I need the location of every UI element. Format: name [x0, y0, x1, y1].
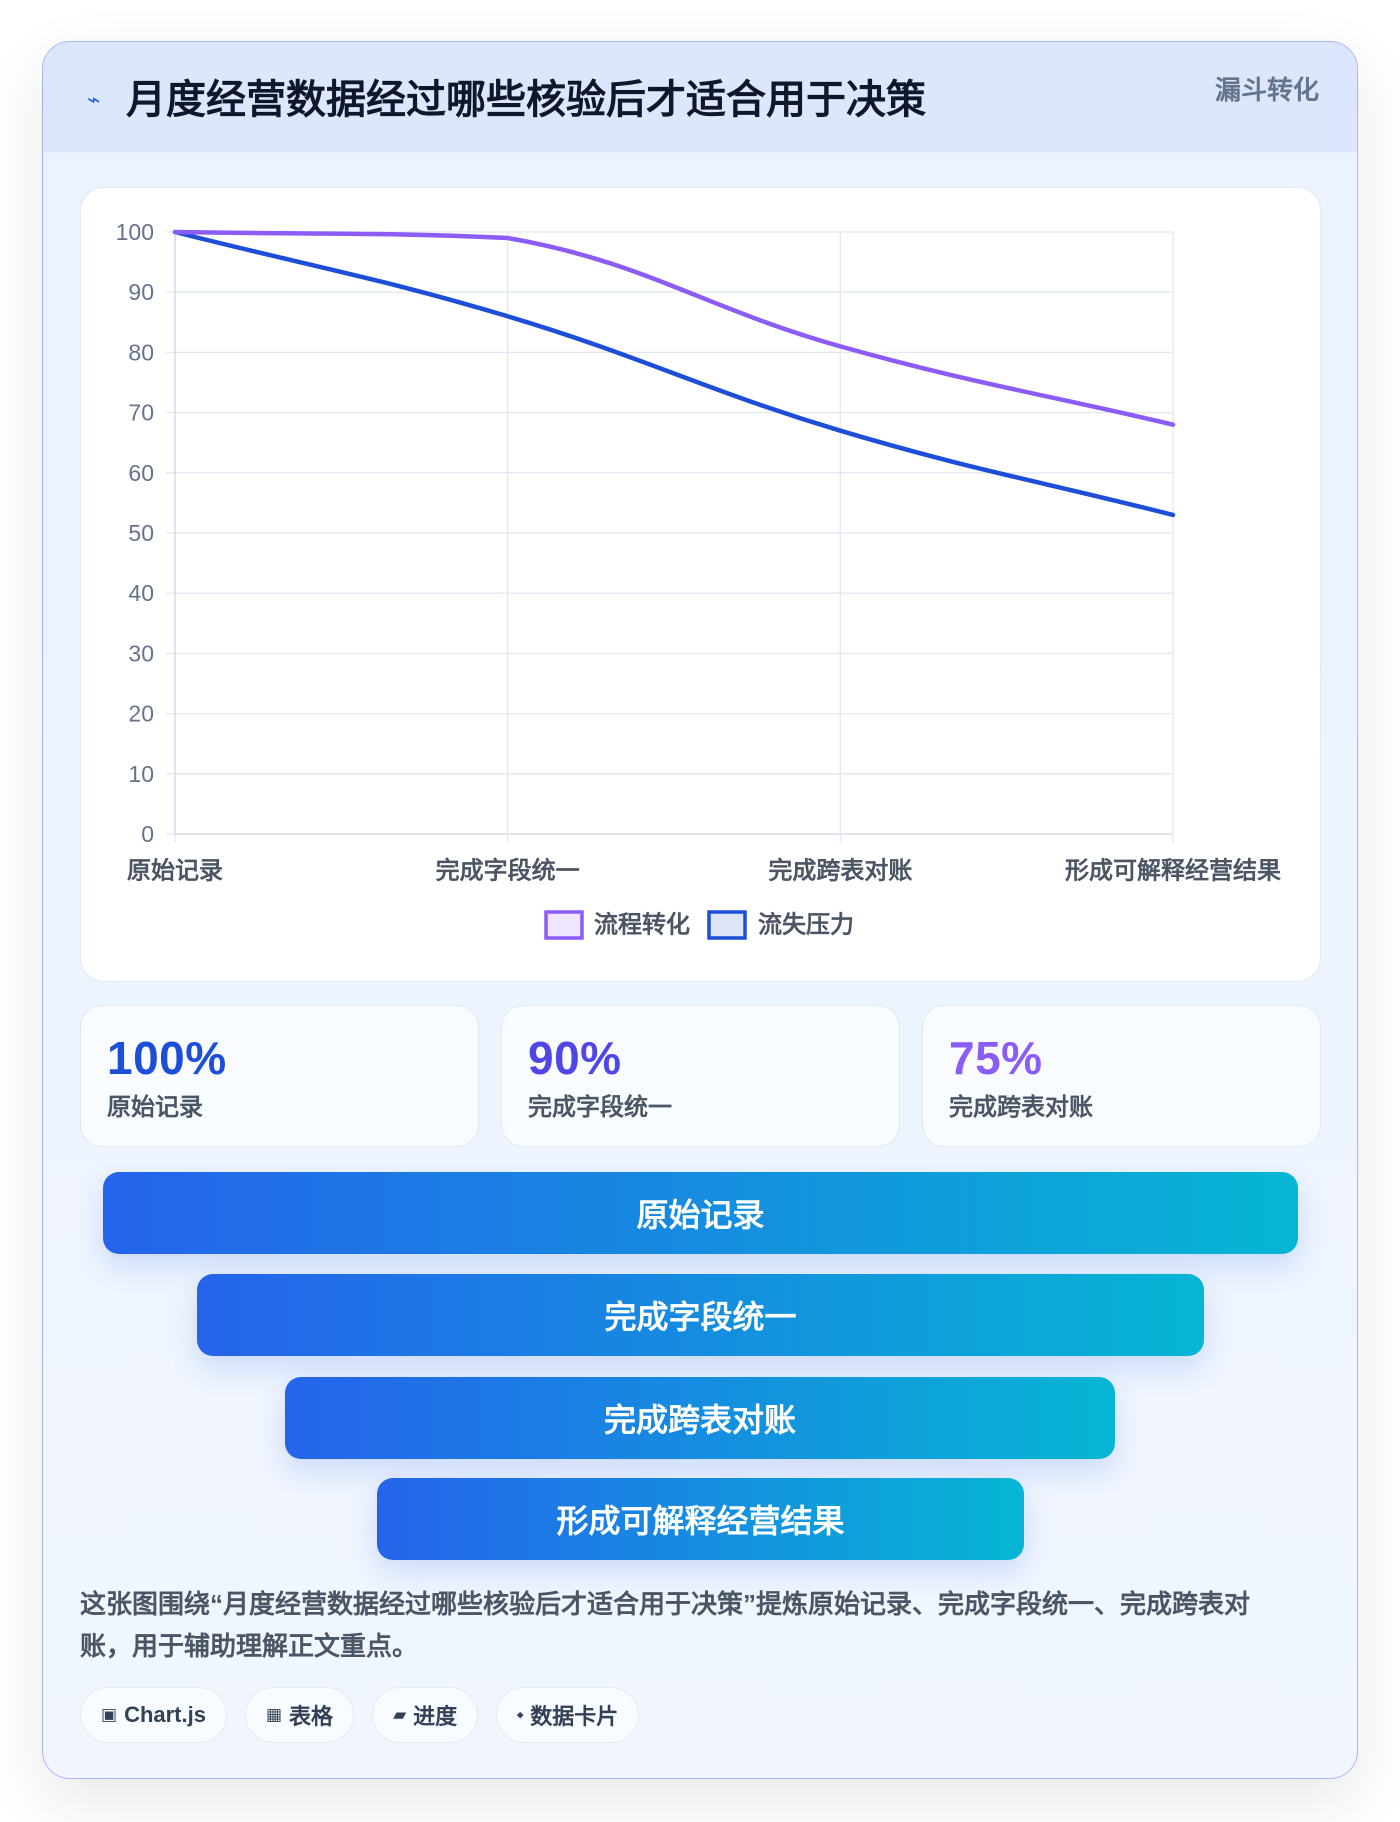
y-tick-label: 100: [116, 219, 154, 245]
card-icon: ⬩: [517, 1705, 524, 1725]
funnel-stage-3: 完成跨表对账: [285, 1377, 1115, 1459]
line-chart: 0 10 20 30 40 50 60 70 80 90 100 原始记录 完成字段统一 完成跨表对账 形成…: [116, 219, 1281, 940]
progress-icon: ▰: [393, 1705, 407, 1725]
stat-card: 100% 原始记录: [80, 1005, 479, 1147]
x-tick-label: 完成跨表对账: [768, 857, 912, 885]
y-tick-label: 10: [128, 761, 154, 787]
x-tick-label: 完成字段统一: [436, 857, 580, 885]
tag-chip: ⬩ 数据卡片: [496, 1687, 640, 1743]
funnel-stage-1: 原始记录: [103, 1172, 1298, 1254]
stat-label: 原始记录: [107, 1094, 203, 1121]
y-tick-label: 0: [141, 821, 154, 847]
stat-value: 100%: [107, 1032, 227, 1084]
tag-label: 进度: [413, 1704, 458, 1729]
chart-description: 这张图围绕“月度经营数据经过哪些核验后才适合用于决策”提炼原始记录、完成字段统一…: [80, 1589, 1251, 1661]
y-tick-label: 20: [128, 701, 154, 727]
y-tick-label: 70: [128, 400, 154, 426]
y-tick-label: 90: [128, 279, 154, 305]
funnel-stage-4: 形成可解释经营结果: [377, 1478, 1024, 1560]
chart-icon: ▣: [101, 1705, 118, 1725]
legend-item-1[interactable]: 流程转化: [544, 910, 690, 940]
chart-legend: 流程转化 流失压力: [544, 910, 854, 940]
legend-item-2[interactable]: 流失压力: [707, 910, 854, 940]
tag-chip: ▦ 表格: [244, 1687, 355, 1743]
series-line-2: [172, 229, 1176, 518]
tag-label: 数据卡片: [530, 1704, 619, 1729]
chart-panel: 0 10 20 30 40 50 60 70 80 90 100 原始记录 完成字段统一 完成跨表对账 形成…: [80, 187, 1321, 982]
stat-cards: 100% 原始记录 90% 完成字段统一 75% 完成跨表对账: [80, 1005, 1321, 1147]
series-lines: [172, 229, 1176, 518]
card-header: ⌁ 月度经营数据经过哪些核验后才适合用于决策 漏斗转化: [43, 42, 1357, 152]
stat-label: 完成跨表对账: [949, 1094, 1093, 1121]
y-tick-label: 30: [128, 640, 154, 666]
funnel-card: ⌁ 月度经营数据经过哪些核验后才适合用于决策 漏斗转化 0 10 20 30 40 50 6…: [42, 41, 1358, 1779]
tag-chip: ▰ 进度: [372, 1687, 479, 1743]
stat-card: 90% 完成字段统一: [501, 1005, 900, 1147]
x-tick-label: 原始记录: [127, 858, 223, 885]
y-tick-label: 40: [128, 580, 154, 606]
table-icon: ▦: [265, 1705, 283, 1725]
series-line-1: [172, 229, 1176, 427]
legend-swatch: [544, 910, 584, 940]
y-tick-label: 80: [128, 339, 154, 365]
y-axis-labels: 0 10 20 30 40 50 60 70 80 90 100: [116, 219, 154, 847]
tag-chip: ▣ Chart.js: [80, 1687, 227, 1743]
stat-card: 75% 完成跨表对账: [922, 1005, 1321, 1147]
grid-lines: [166, 231, 1174, 843]
legend-swatch: [707, 910, 747, 940]
bolt-icon: ⌁: [87, 88, 101, 113]
chart-type-badge: 漏斗转化: [1214, 75, 1319, 105]
legend-label: 流失压力: [758, 912, 854, 939]
stat-value: 75%: [949, 1032, 1043, 1084]
stat-label: 完成字段统一: [528, 1094, 672, 1121]
tag-label: Chart.js: [124, 1702, 206, 1727]
y-tick-label: 50: [128, 520, 154, 546]
funnel-stage-2: 完成字段统一: [197, 1274, 1204, 1356]
x-tick-label: 形成可解释经营结果: [1065, 857, 1281, 885]
stat-value: 90%: [528, 1032, 622, 1084]
tag-label: 表格: [289, 1704, 334, 1729]
tag-list: ▣ Chart.js ▦ 表格 ▰ 进度 ⬩ 数据卡片: [80, 1687, 640, 1743]
legend-label: 流程转化: [594, 911, 690, 939]
x-axis-labels: 原始记录 完成字段统一 完成跨表对账 形成可解释经营结果: [127, 857, 1281, 885]
y-tick-label: 60: [128, 460, 154, 486]
page-title: 月度经营数据经过哪些核验后才适合用于决策: [126, 78, 926, 122]
